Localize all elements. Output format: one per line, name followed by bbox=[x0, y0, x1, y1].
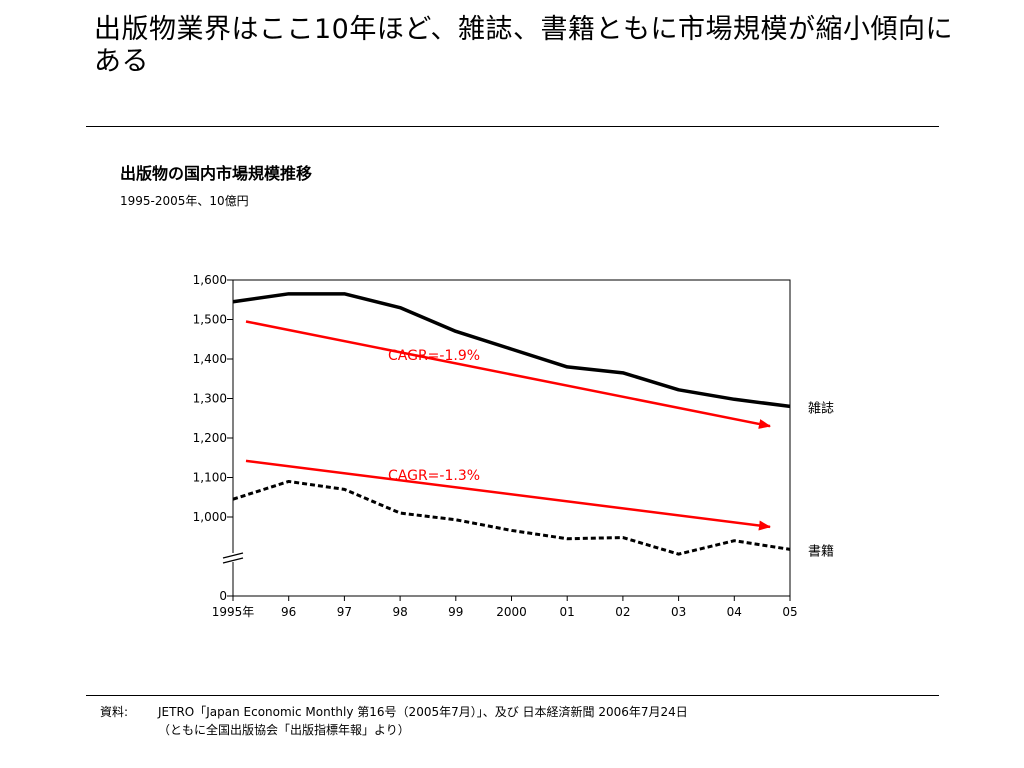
cagr-label: CAGR=-1.3% bbox=[388, 468, 480, 484]
chart-title: 出版物の国内市場規模推移 bbox=[120, 164, 313, 183]
x-tick-label: 02 bbox=[615, 605, 630, 619]
axis-break-gap bbox=[225, 553, 241, 562]
top-divider bbox=[86, 126, 939, 127]
series-label: 書籍 bbox=[808, 543, 834, 559]
y-tick-label: 1,500 bbox=[193, 313, 227, 327]
chart-subtitle: 1995-2005年、10億円 bbox=[120, 194, 249, 208]
cagr-arrow-0 bbox=[245, 320, 771, 429]
x-tick-label: 1995年 bbox=[212, 605, 255, 619]
y-tick-label: 1,100 bbox=[193, 471, 227, 485]
y-tick-label: 1,200 bbox=[193, 431, 227, 445]
y-tick-label: 1,300 bbox=[193, 392, 227, 406]
cagr-label: CAGR=-1.9% bbox=[388, 348, 480, 364]
series-label: 雑誌 bbox=[808, 400, 834, 416]
source-line-2: （ともに全国出版協会「出版指標年報」より） bbox=[158, 723, 410, 737]
series-line-1 bbox=[232, 479, 791, 556]
x-tick-label: 96 bbox=[281, 605, 296, 619]
y-tick-label: 0 bbox=[219, 589, 227, 603]
x-tick-label: 98 bbox=[392, 605, 407, 619]
x-tick-label: 2000 bbox=[496, 605, 527, 619]
y-tick-label: 1,000 bbox=[193, 510, 227, 524]
y-tick-label: 1,600 bbox=[193, 273, 227, 287]
series-line-0 bbox=[232, 292, 791, 409]
x-tick-label: 04 bbox=[727, 605, 742, 619]
plot-frame bbox=[232, 279, 791, 597]
source-label: 資料: bbox=[100, 705, 129, 719]
y-tick-label: 1,400 bbox=[193, 352, 227, 366]
x-tick-label: 99 bbox=[448, 605, 463, 619]
x-tick-label: 97 bbox=[337, 605, 352, 619]
x-tick-label: 05 bbox=[782, 605, 797, 619]
axis-break-mark bbox=[222, 557, 244, 564]
slide-title: 出版物業界はここ10年ほど、雑誌、書籍ともに市場規模が縮小傾向にある bbox=[94, 14, 954, 77]
x-tick-label: 01 bbox=[560, 605, 575, 619]
source-line-1: JETRO「Japan Economic Monthly 第16号（2005年7… bbox=[158, 705, 688, 719]
bottom-divider bbox=[86, 695, 939, 696]
cagr-arrow-1 bbox=[245, 459, 771, 531]
x-tick-label: 03 bbox=[671, 605, 686, 619]
axis-break-mark bbox=[222, 552, 244, 559]
